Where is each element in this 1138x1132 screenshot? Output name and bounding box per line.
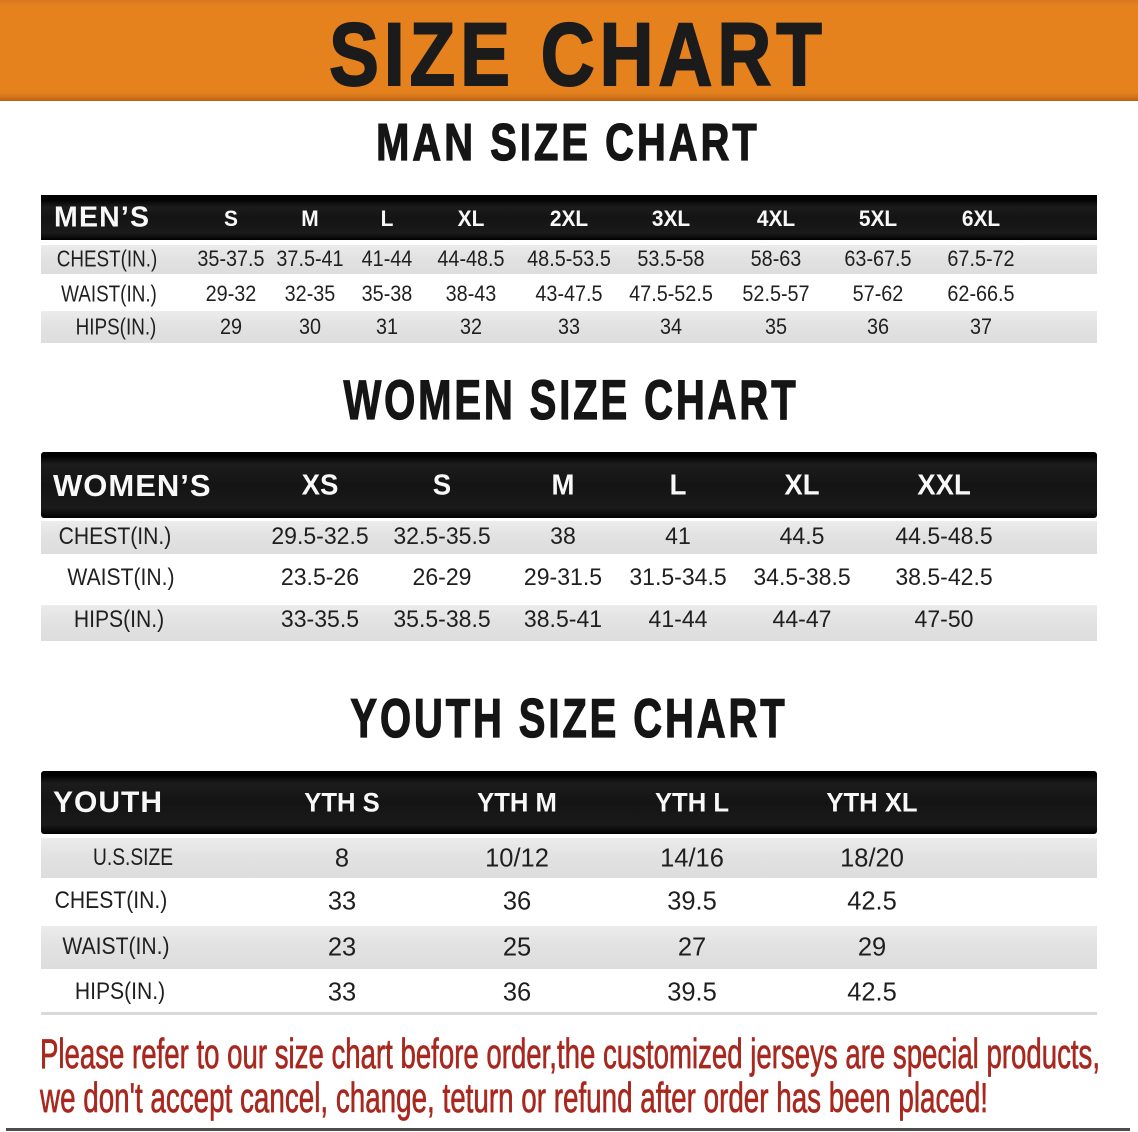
svg-text:we don't accept cancel, change: we don't accept cancel, change, teturn o…: [39, 1074, 988, 1121]
svg-text:Please refer to our size chart: Please refer to our size chart before or…: [40, 1030, 1100, 1077]
